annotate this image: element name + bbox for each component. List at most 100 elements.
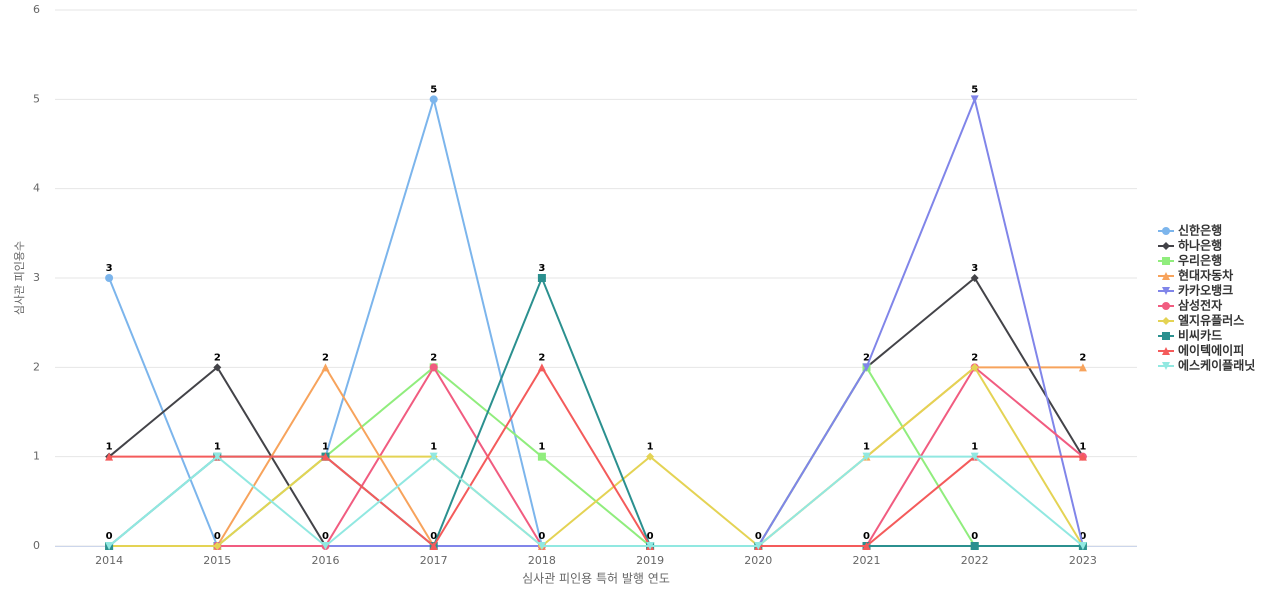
marker (1162, 362, 1170, 370)
data-label: 2 (538, 352, 545, 363)
legend-label: 비씨카드 (1178, 328, 1222, 343)
legend-label: 에스케이플래닛 (1178, 358, 1255, 373)
data-label: 5 (971, 84, 978, 95)
marker (862, 542, 871, 550)
y-tick-label: 5 (33, 92, 40, 105)
series-line (108, 95, 1083, 548)
marker (1162, 317, 1170, 325)
marker (970, 542, 979, 550)
marker (321, 363, 330, 372)
data-label: 3 (538, 263, 545, 274)
x-tick-label: 2020 (744, 554, 772, 567)
marker (1078, 542, 1087, 550)
data-label: 0 (430, 531, 437, 542)
marker (213, 363, 222, 372)
series-line (109, 365, 1083, 548)
x-tick-label: 2019 (636, 554, 664, 567)
marker (537, 274, 546, 282)
x-axis-title: 심사관 피인용 특허 발행 연도 (522, 571, 670, 586)
data-label: 0 (214, 531, 221, 542)
legend-label: 에이텍에이피 (1178, 343, 1244, 358)
x-tick-label: 2018 (528, 554, 556, 567)
data-label: 2 (971, 352, 978, 363)
marker (537, 452, 546, 461)
marker (970, 452, 979, 461)
marker (970, 274, 979, 282)
data-label: 1 (322, 442, 329, 453)
legend-label: 엘지유플러스 (1178, 313, 1244, 328)
marker (105, 542, 114, 550)
marker (213, 542, 222, 550)
marker (1162, 332, 1170, 340)
series-line (108, 455, 1084, 548)
data-label: 3 (106, 263, 113, 274)
x-tick-label: 2017 (420, 554, 448, 567)
series (105, 95, 1087, 550)
data-label: 5 (430, 84, 437, 95)
data-label: 0 (647, 531, 654, 542)
data-label: 2 (863, 352, 870, 363)
marker (537, 363, 546, 372)
data-label: 0 (538, 531, 545, 542)
series-line (109, 96, 1084, 547)
y-tick-label: 3 (33, 271, 40, 284)
data-label: 1 (106, 442, 113, 453)
marker (1162, 227, 1170, 235)
data-label: 2 (430, 352, 437, 363)
y-tick-label: 1 (33, 450, 40, 463)
data-label: 2 (1079, 352, 1086, 363)
y-axis-title: 심사관 피인용수 (13, 241, 26, 315)
legend-label: 카카오뱅크 (1178, 283, 1233, 298)
data-label: 1 (538, 442, 545, 453)
data-label: 0 (863, 531, 870, 542)
data-label: 2 (214, 352, 221, 363)
legend-label: 하나은행 (1178, 238, 1222, 253)
x-tick-label: 2016 (312, 554, 340, 567)
marker (862, 363, 871, 372)
marker (213, 452, 222, 461)
legend-label: 우리은행 (1178, 253, 1222, 268)
marker (1162, 287, 1170, 295)
data-label: 0 (1079, 531, 1086, 542)
legend-label: 삼성전자 (1178, 298, 1222, 313)
marker (646, 452, 655, 461)
x-tick-label: 2022 (961, 554, 989, 567)
marker (1162, 257, 1170, 265)
series (105, 95, 1087, 550)
data-label: 1 (214, 442, 221, 453)
legend-label: 현대자동차 (1178, 268, 1233, 283)
marker (1078, 452, 1087, 461)
marker (105, 274, 114, 282)
series (105, 274, 1087, 550)
series-line (108, 275, 1083, 548)
data-label: 2 (322, 352, 329, 363)
marker (646, 542, 655, 550)
marker (321, 542, 330, 550)
marker (862, 452, 871, 461)
marker (429, 95, 438, 104)
y-tick-label: 6 (33, 3, 40, 16)
x-tick-label: 2015 (203, 554, 231, 567)
data-label: 1 (971, 442, 978, 453)
data-label: 0 (755, 531, 762, 542)
y-tick-label: 0 (33, 539, 40, 552)
data-label: 0 (971, 531, 978, 542)
marker (1162, 272, 1170, 280)
marker (537, 542, 546, 550)
marker (754, 542, 763, 550)
x-tick-label: 2014 (95, 554, 123, 567)
data-label: 0 (106, 531, 113, 542)
data-label: 1 (1079, 442, 1086, 453)
data-label: 3 (971, 263, 978, 274)
data-label: 1 (430, 442, 437, 453)
marker (1162, 347, 1170, 355)
series (105, 452, 1087, 550)
marker (1078, 363, 1087, 372)
marker (429, 452, 438, 461)
x-tick-label: 2023 (1069, 554, 1097, 567)
legend-label: 신한은행 (1178, 223, 1222, 238)
marker (970, 95, 979, 104)
marker (1162, 302, 1170, 310)
marker (1162, 242, 1170, 250)
